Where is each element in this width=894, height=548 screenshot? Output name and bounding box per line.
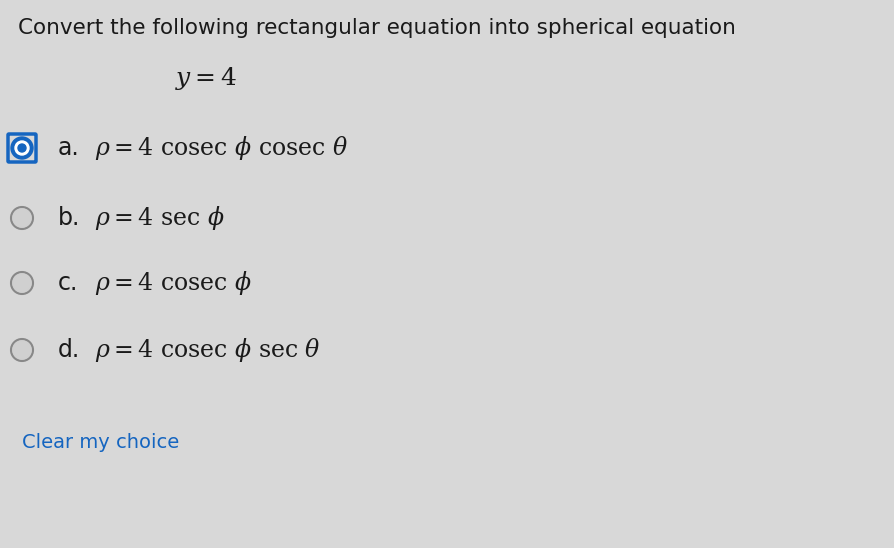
Text: a.: a. <box>58 136 80 160</box>
Text: $y = 4$: $y = 4$ <box>175 65 237 92</box>
Circle shape <box>11 207 33 229</box>
Text: $\rho = 4\ \mathrm{cosec}\ \phi\ \mathrm{cosec}\ \theta$: $\rho = 4\ \mathrm{cosec}\ \phi\ \mathrm… <box>95 134 348 162</box>
Circle shape <box>15 141 29 155</box>
Text: d.: d. <box>58 338 80 362</box>
Circle shape <box>11 272 33 294</box>
Text: $\rho = 4\ \mathrm{cosec}\ \phi$: $\rho = 4\ \mathrm{cosec}\ \phi$ <box>95 269 252 297</box>
Text: b.: b. <box>58 206 80 230</box>
Circle shape <box>13 274 31 292</box>
Circle shape <box>11 137 33 159</box>
Text: Convert the following rectangular equation into spherical equation: Convert the following rectangular equati… <box>18 18 735 38</box>
Circle shape <box>13 209 31 227</box>
Text: $\rho = 4\ \mathrm{cosec}\ \phi\ \mathrm{sec}\ \theta$: $\rho = 4\ \mathrm{cosec}\ \phi\ \mathrm… <box>95 336 320 364</box>
Text: c.: c. <box>58 271 79 295</box>
Text: $\rho = 4\ \mathrm{sec}\ \phi$: $\rho = 4\ \mathrm{sec}\ \phi$ <box>95 204 224 232</box>
Circle shape <box>11 339 33 361</box>
Circle shape <box>13 341 31 359</box>
Circle shape <box>18 144 26 152</box>
Text: Clear my choice: Clear my choice <box>22 433 179 452</box>
